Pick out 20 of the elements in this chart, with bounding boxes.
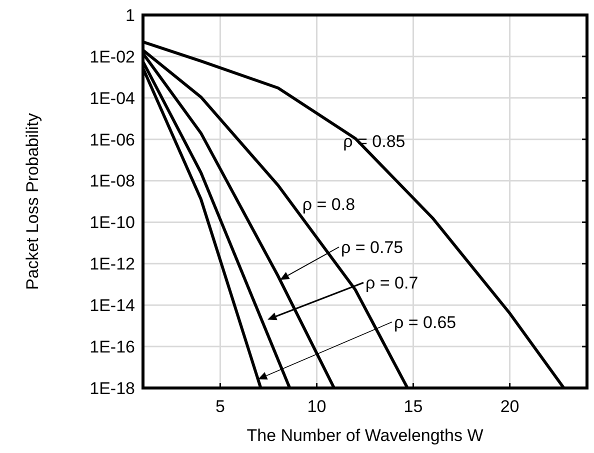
annotation: ρ = 0.8 bbox=[302, 194, 356, 214]
x-tick-label: 5 bbox=[215, 397, 225, 416]
y-tick-label: 1E-16 bbox=[90, 338, 135, 357]
y-tick-label: 1E-18 bbox=[90, 378, 135, 398]
y-tick-label: 1E-04 bbox=[90, 88, 135, 108]
annotation: ρ = 0.65 bbox=[394, 312, 456, 332]
y-tick-label: 1E-12 bbox=[90, 254, 135, 274]
y-tick-label: 1E-10 bbox=[90, 213, 135, 232]
y-tick-label: 1E-14 bbox=[90, 296, 135, 316]
y-axis-title: Packet Loss Probability bbox=[23, 112, 42, 290]
x-tick-label: 20 bbox=[500, 397, 520, 416]
annotation: ρ = 0.7 bbox=[366, 274, 418, 293]
annotation: ρ = 0.75 bbox=[341, 238, 404, 257]
x-tick-label: 15 bbox=[404, 397, 423, 416]
y-tick-label: 1E-02 bbox=[90, 47, 135, 66]
y-tick-label: 1 bbox=[126, 6, 135, 25]
y-tick-label: 1E-08 bbox=[90, 172, 135, 191]
y-tick-label: 1E-06 bbox=[90, 130, 135, 150]
x-axis-title: The Number of Wavelengths W bbox=[246, 426, 484, 445]
x-tick-label: 10 bbox=[307, 397, 326, 416]
